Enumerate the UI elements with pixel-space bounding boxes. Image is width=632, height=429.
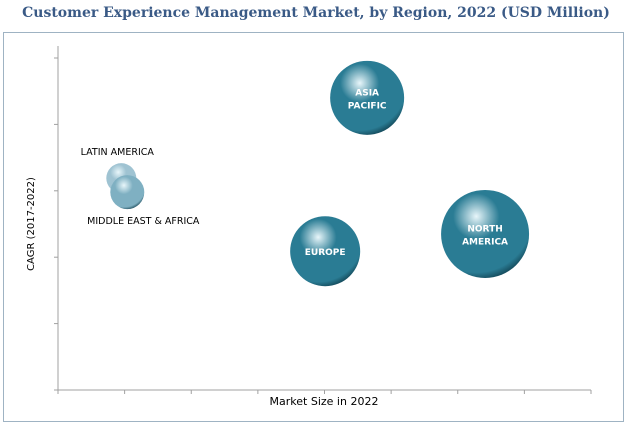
bubble-europe: [290, 216, 361, 287]
x-axis-label: Market Size in 2022: [270, 395, 379, 408]
bubble-label: ASIA PACIFIC: [348, 88, 387, 111]
y-axis-label: CAGR (2017-2022): [26, 177, 37, 271]
bubble-label: EUROPE: [305, 248, 346, 258]
chart-title: Customer Experience Management Market, b…: [22, 5, 610, 21]
chart-frame: [3, 32, 624, 422]
bubble-label: NORTH AMERICA: [462, 224, 508, 247]
bubble-middle-east-africa: [110, 175, 145, 210]
bubble-north-america: [441, 189, 530, 278]
bubble-asia-pacific: [330, 60, 405, 135]
bubble-label: LATIN AMERICA: [81, 147, 155, 158]
bubble-label: MIDDLE EAST & AFRICA: [87, 216, 200, 227]
